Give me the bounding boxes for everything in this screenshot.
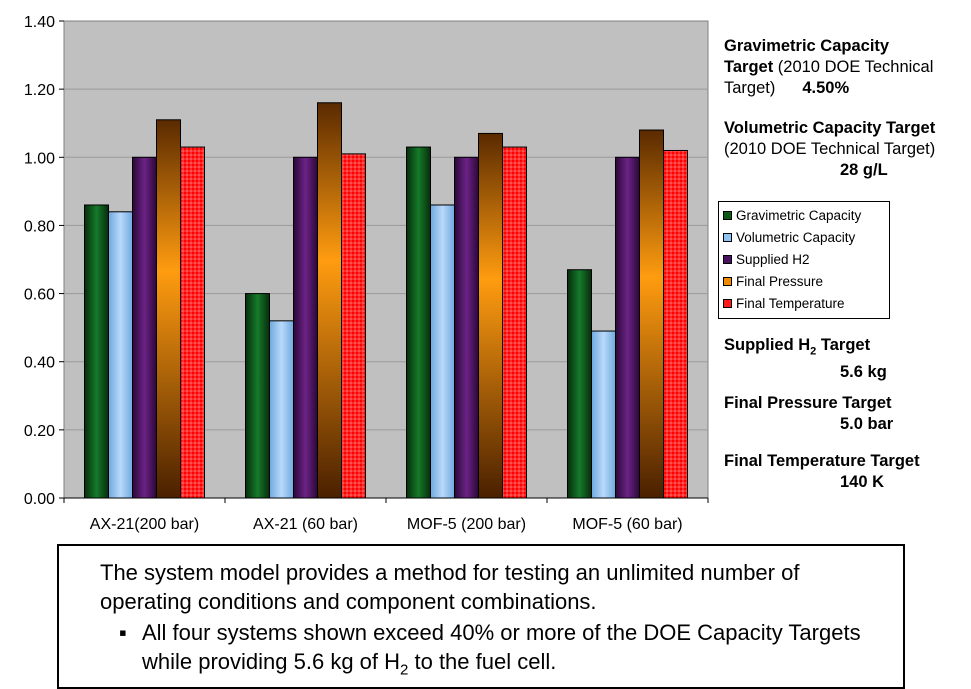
- y-axis-ticks: 0.00 0.20 0.40 0.60 0.80 1.00 1.20 1.40: [24, 14, 64, 508]
- supplied-target-value: 5.6 kg: [840, 363, 887, 382]
- y-tick-label: 1.00: [24, 150, 55, 167]
- y-tick-label: 1.20: [24, 82, 55, 99]
- pressure-target-value: 5.0 bar: [840, 415, 894, 433]
- legend-swatch: [723, 232, 732, 242]
- legend-label: Gravimetric Capacity: [736, 207, 862, 223]
- bar-final-temperature: [341, 153, 366, 499]
- supplied-target-label-end: Target: [816, 336, 871, 354]
- summary-note-text: The system model provides a method for t…: [100, 560, 800, 614]
- gravimetric-target-text: Gravimetric Capacity Target (2010 DOE Te…: [724, 36, 933, 99]
- bar-final-pressure: [639, 129, 664, 499]
- bullet-text-after: to the fuel cell.: [408, 649, 557, 674]
- bar-final-pressure: [156, 119, 181, 499]
- y-tick-label: 0.80: [24, 218, 55, 235]
- chart-legend: Gravimetric Capacity Volumetric Capacity S…: [718, 201, 890, 319]
- bullet-text-before: All four systems shown exceed 40% or mor…: [142, 620, 861, 674]
- legend-label: Final Temperature: [736, 295, 845, 311]
- legend-label: Supplied H2: [736, 251, 810, 267]
- y-tick-label: 0.40: [24, 355, 55, 372]
- legend-item: Gravimetric Capacity: [723, 204, 889, 226]
- volumetric-doe-note: (2010 DOE Technical Target): [724, 140, 936, 158]
- bar-final-pressure: [317, 102, 342, 499]
- volumetric-line1: Volumetric Capacity Target: [724, 119, 936, 137]
- legend-item: Final Pressure: [723, 270, 889, 292]
- y-tick-label: 1.40: [24, 14, 55, 31]
- bar-final-temperature: [663, 149, 688, 499]
- x-tick-label: MOF-5 (60 bar): [572, 516, 682, 533]
- bar-gravimetric-capacity: [245, 293, 270, 499]
- bar-final-temperature: [180, 146, 205, 499]
- summary-bullet-text: All four systems shown exceed 40% or mor…: [142, 618, 902, 684]
- pressure-target-text: Final Pressure Target 5.0 bar: [724, 393, 893, 435]
- bars: [84, 102, 688, 499]
- temperature-target-value: 140 K: [840, 473, 885, 491]
- legend-label: Volumetric Capacity: [736, 229, 856, 245]
- bar-final-temperature: [502, 146, 527, 499]
- bar-gravimetric-capacity: [406, 146, 431, 499]
- x-tick-label: AX-21 (60 bar): [253, 516, 358, 533]
- gravimetric-target-value: 4.50%: [802, 79, 850, 97]
- pressure-target-label: Final Pressure Target: [724, 394, 892, 412]
- gravimetric-doe-note: (2010 DOE Technical: [773, 58, 934, 76]
- legend-swatch: [723, 298, 732, 308]
- bullet-icon: ▪: [119, 620, 127, 645]
- x-tick-label: MOF-5 (200 bar): [407, 516, 526, 533]
- temperature-target-label: Final Temperature Target: [724, 452, 920, 470]
- legend-swatch: [723, 276, 732, 286]
- legend-label: Final Pressure: [736, 273, 824, 289]
- supplied-target-label: Supplied H: [724, 336, 811, 354]
- legend-swatch: [723, 210, 732, 220]
- legend-item: Supplied H2: [723, 248, 889, 270]
- y-tick-label: 0.60: [24, 287, 55, 304]
- bar-supplied-h2: [132, 156, 157, 499]
- bar-supplied-h2: [454, 156, 479, 499]
- legend-item: Volumetric Capacity: [723, 226, 889, 248]
- bar-gravimetric-capacity: [567, 269, 592, 499]
- bar-volumetric-capacity: [108, 211, 133, 499]
- volumetric-target-text: Volumetric Capacity Target (2010 DOE Tec…: [724, 118, 935, 181]
- bar-volumetric-capacity: [591, 330, 616, 499]
- gravimetric-doe-note-end: Target): [724, 79, 776, 97]
- x-tick-label: AX-21(200 bar): [90, 516, 199, 533]
- y-tick-label: 0.00: [24, 491, 55, 508]
- temperature-target-text: Final Temperature Target 140 K: [724, 451, 920, 493]
- bullet-subscript: 2: [400, 661, 409, 679]
- x-axis-labels: AX-21(200 bar) AX-21 (60 bar) MOF-5 (200 b…: [63, 498, 709, 533]
- bar-supplied-h2: [615, 156, 640, 499]
- bar-volumetric-capacity: [430, 204, 455, 499]
- legend-swatch: [723, 254, 732, 264]
- summary-note-box: The system model provides a method for t…: [57, 544, 905, 689]
- volumetric-target-value: 28 g/L: [840, 161, 888, 179]
- supplied-target-subscript: 2: [810, 345, 817, 358]
- y-tick-label: 0.20: [24, 423, 55, 440]
- bar-final-pressure: [478, 132, 503, 499]
- gravimetric-line1: Gravimetric Capacity: [724, 37, 890, 55]
- bar-gravimetric-capacity: [84, 204, 109, 499]
- legend-item: Final Temperature: [723, 292, 889, 314]
- gravimetric-target-word: Target: [724, 58, 774, 76]
- supplied-target-text: Supplied H2 Target 5.6 kg: [724, 335, 887, 383]
- bar-volumetric-capacity: [269, 320, 294, 499]
- bar-supplied-h2: [293, 156, 318, 499]
